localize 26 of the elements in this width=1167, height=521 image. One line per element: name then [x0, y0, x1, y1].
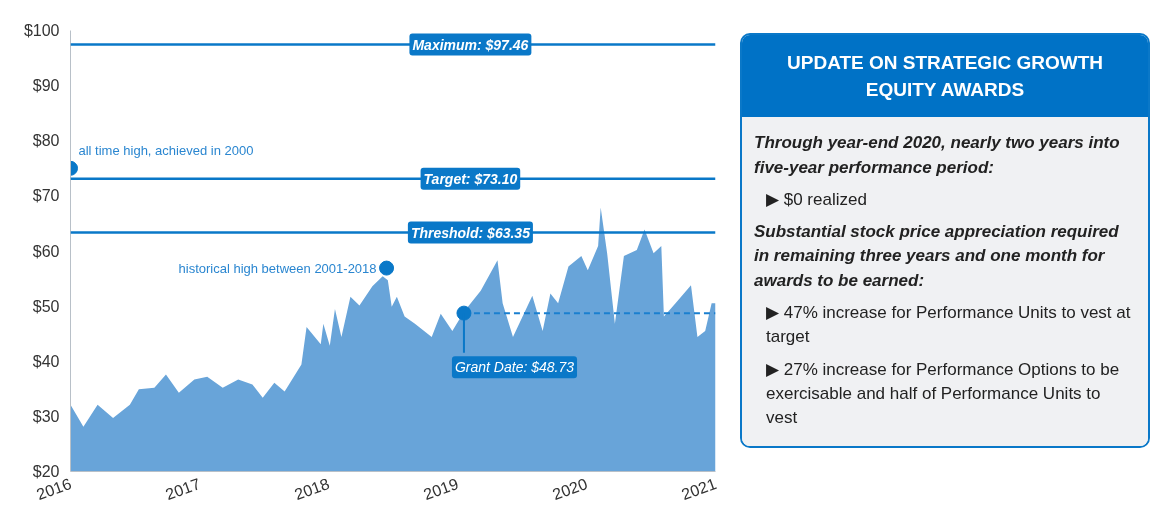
y-tick-label: $40 [32, 352, 60, 370]
x-tick-label: 2019 [421, 474, 461, 504]
text: ▶ 47% increase for Performance Units to vest at target [766, 301, 1132, 349]
y-tick-label: $70 [32, 187, 60, 205]
annotation: all time high, achieved in 2000 [78, 142, 254, 158]
y-tick-label: $60 [32, 242, 60, 260]
ref-line-label: Target: $73.10 [423, 170, 518, 187]
x-tick-label: 2021 [679, 474, 719, 504]
annotation: Grant Date: $48.73 [454, 359, 575, 376]
y-tick-label: $100 [23, 22, 60, 39]
text: Substantial stock price appreciation required in remaining three years and one month for awards to be earned: [754, 221, 1120, 292]
text: UPDATE ON STRATEGIC GROWTH EQUITY AWARDS [742, 35, 1148, 118]
x-tick-label: 2017 [163, 474, 203, 504]
x-tick-label: 2020 [550, 474, 590, 504]
text: ▶ $0 realized [766, 188, 868, 211]
text: Through year-end 2020, nearly two years into five-year performance period: [754, 132, 1121, 179]
text: ▶ 27% increase for Performance Options to be exercisable and half of Performance Units to vest [766, 358, 1121, 430]
annotation: historical high between 2001-2018 [178, 260, 377, 276]
y-tick-label: $30 [32, 407, 60, 425]
y-tick-label: $80 [32, 132, 60, 150]
y-tick-label: $50 [32, 297, 60, 315]
y-tick-label: $90 [32, 77, 60, 95]
x-tick-label: 2018 [292, 474, 332, 504]
y-tick-label: $20 [32, 463, 60, 480]
ref-line-label: Threshold: $63.35 [410, 224, 531, 241]
ref-line-label: Maximum: $97.46 [412, 36, 529, 53]
